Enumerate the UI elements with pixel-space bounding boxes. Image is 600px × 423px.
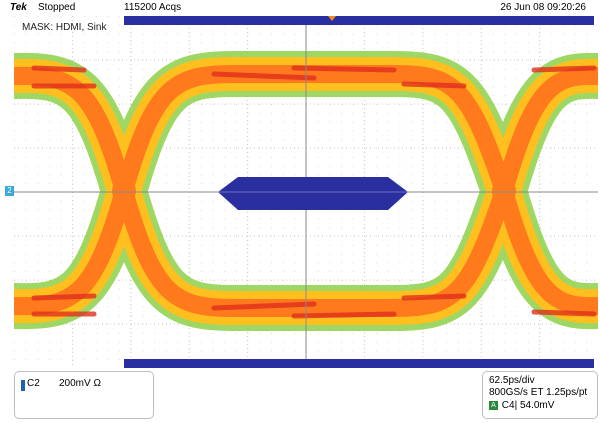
status-bar: Tek Stopped 115200 Acqs 26 Jun 08 09:20:… xyxy=(0,0,600,16)
trigger-a-icon: A xyxy=(489,400,498,410)
brand-label: Tek xyxy=(10,2,27,13)
trigger-position-marker[interactable] xyxy=(328,16,336,21)
mask-label: MASK: HDMI, Sink xyxy=(22,22,107,33)
channel-ground-marker[interactable]: 2 xyxy=(5,186,14,196)
acquisition-count: 115200 Acqs xyxy=(124,2,182,13)
waveform-display[interactable]: MASK: HDMI, Sink xyxy=(14,16,598,368)
mask-bottom-bar xyxy=(124,359,594,368)
trigger-source: C4 xyxy=(501,400,515,411)
mask-center-hexagon xyxy=(218,177,408,210)
run-state[interactable]: Stopped xyxy=(38,2,76,13)
channel-color-badge xyxy=(21,380,25,391)
rising-edge-icon: | xyxy=(514,400,518,411)
eye-traces xyxy=(14,51,598,331)
channel-scale: 200mV Ω xyxy=(59,378,101,389)
mask-top-bar xyxy=(124,16,594,25)
timebase-readout-panel[interactable]: 62.5ps/div 800GS/s ET 1.25ps/pt A C4| 54… xyxy=(482,371,598,419)
date-time: 26 Jun 08 09:20:26 xyxy=(500,2,586,13)
sample-rate-info: 800GS/s ET 1.25ps/pt xyxy=(489,387,588,398)
time-per-div: 62.5ps/div xyxy=(489,375,535,386)
trigger-level: 54.0mV xyxy=(519,400,555,411)
eye-diagram xyxy=(14,16,598,368)
channel-name: C2 xyxy=(27,378,40,389)
mask-regions xyxy=(124,16,594,368)
channel-readout-panel[interactable]: C2 200mV Ω xyxy=(14,371,154,419)
trigger-readout: A C4| 54.0mV xyxy=(489,400,554,411)
